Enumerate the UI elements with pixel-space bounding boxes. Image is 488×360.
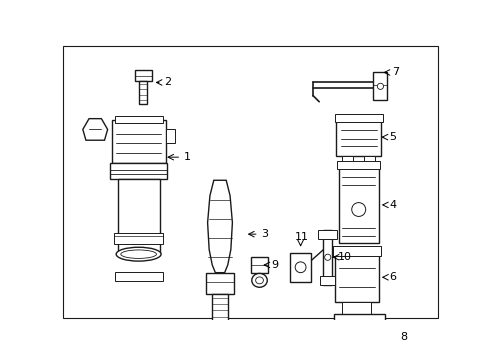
Text: 8: 8 [399,332,406,342]
Bar [114,233,163,244]
Bar [289,253,311,282]
Ellipse shape [341,345,347,352]
Ellipse shape [116,247,161,261]
Bar [212,294,227,333]
Text: 5: 5 [388,132,395,142]
Bar [384,320,395,354]
Bar [110,163,167,180]
Bar [336,119,381,156]
Bar [318,230,336,239]
Bar [364,156,374,166]
Bar [139,81,147,104]
Bar [341,302,370,314]
Bar [323,230,332,285]
Ellipse shape [368,345,375,352]
Ellipse shape [295,262,305,273]
Text: 4: 4 [388,200,395,210]
Bar [342,156,352,166]
Bar [338,166,378,243]
Polygon shape [207,180,232,273]
Text: 11: 11 [294,232,308,242]
Ellipse shape [211,330,228,347]
Bar [135,70,151,81]
Text: 10: 10 [337,252,351,262]
Polygon shape [82,119,107,140]
Bar [111,120,165,163]
Bar [114,272,163,281]
Ellipse shape [255,277,263,284]
Bar [118,180,159,253]
Bar [332,247,381,256]
Text: 6: 6 [388,272,395,282]
Bar [335,253,378,302]
Bar [319,276,335,285]
Text: 9: 9 [270,260,278,270]
Bar [250,257,267,273]
Bar [336,161,380,170]
Text: 2: 2 [164,77,171,87]
Bar [334,114,382,122]
Ellipse shape [368,321,375,328]
Bar [205,273,233,294]
Bar [373,72,386,100]
Bar [114,116,163,123]
Ellipse shape [351,203,365,216]
Text: 3: 3 [261,229,267,239]
Ellipse shape [324,254,330,260]
Ellipse shape [121,250,156,258]
Text: 7: 7 [391,67,398,77]
Ellipse shape [341,321,347,328]
Ellipse shape [251,274,267,287]
Bar [165,130,175,143]
Bar [217,347,222,357]
Text: 1: 1 [183,152,190,162]
Ellipse shape [377,83,383,89]
Bar [333,314,384,360]
